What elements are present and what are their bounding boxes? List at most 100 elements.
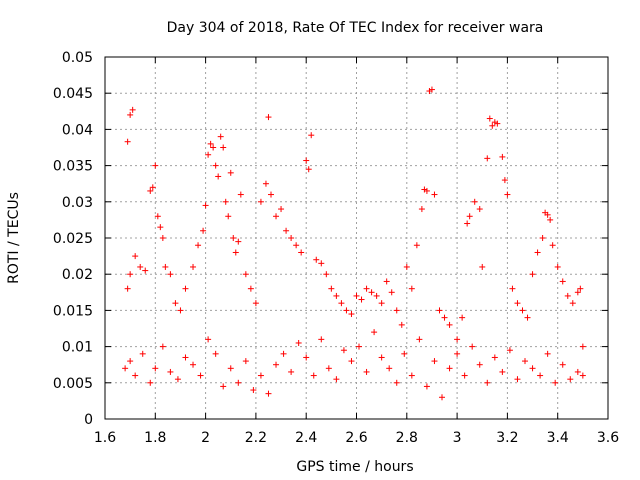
data-point [280, 350, 287, 357]
grid-lines [105, 57, 608, 419]
data-point [358, 296, 365, 303]
data-point [371, 329, 378, 336]
data-point [539, 235, 546, 241]
data-point [265, 390, 272, 397]
data-point [265, 114, 272, 121]
data-point [522, 358, 529, 365]
data-point [127, 111, 134, 118]
data-point [401, 350, 408, 357]
data-point [197, 372, 204, 379]
data-point [122, 365, 129, 372]
data-point [227, 365, 234, 372]
data-point [212, 350, 219, 357]
data-point [509, 285, 516, 292]
y-tick-label: 0.01 [62, 340, 93, 356]
data-point [172, 300, 179, 307]
x-tick-label: 3 [453, 430, 462, 446]
data-point [454, 350, 461, 357]
data-point [579, 343, 586, 350]
data-point [127, 271, 134, 278]
data-point [257, 198, 264, 205]
data-point [313, 256, 320, 263]
data-point [421, 186, 428, 193]
data-point [308, 132, 315, 139]
data-point [491, 354, 498, 361]
data-point [504, 191, 511, 198]
y-tick-label: 0.035 [53, 159, 93, 175]
data-point [446, 365, 453, 372]
data-point [257, 372, 264, 379]
data-point [154, 213, 161, 220]
data-point [356, 343, 363, 350]
data-point [298, 249, 305, 256]
data-point [267, 191, 274, 198]
data-point [303, 354, 310, 361]
chart-title: Day 304 of 2018, Rate Of TEC Index for r… [167, 20, 544, 36]
data-point [393, 379, 400, 386]
y-tick-label: 0 [84, 412, 93, 428]
data-point [343, 307, 350, 314]
data-point [378, 354, 385, 361]
data-point [318, 336, 325, 343]
data-point [554, 263, 561, 270]
data-point [441, 314, 448, 321]
data-point [262, 180, 269, 187]
data-point [333, 292, 340, 299]
data-point [247, 285, 254, 292]
x-tick-label: 3.2 [496, 430, 518, 446]
data-point [242, 358, 249, 365]
data-point [464, 220, 471, 227]
data-point [353, 292, 360, 299]
data-point [288, 235, 295, 241]
data-point [559, 278, 566, 285]
data-point [333, 376, 340, 383]
x-tick-label: 1.8 [144, 430, 166, 446]
data-point [393, 307, 400, 314]
data-point [159, 343, 166, 350]
x-tick-label: 2.4 [295, 430, 317, 446]
data-point [220, 383, 227, 390]
data-point [469, 343, 476, 350]
data-point [363, 368, 370, 375]
data-point [159, 235, 166, 241]
data-point [205, 336, 212, 343]
x-tick-label: 2.2 [245, 430, 267, 446]
data-point [529, 365, 536, 372]
x-tick-label: 3.4 [547, 430, 569, 446]
plot-frame [104, 56, 609, 420]
data-point [534, 249, 541, 256]
data-point [408, 372, 415, 379]
data-point [177, 307, 184, 314]
data-point [273, 361, 280, 368]
data-point [388, 289, 395, 296]
data-point [501, 177, 508, 184]
data-point [338, 300, 345, 307]
data-point [147, 379, 154, 386]
x-tick-label: 2.6 [345, 430, 367, 446]
data-point [499, 153, 506, 160]
data-point [127, 358, 134, 365]
y-tick-label: 0.02 [62, 267, 93, 283]
data-point [310, 372, 317, 379]
data-point [567, 376, 574, 383]
data-point [250, 387, 257, 394]
data-point [398, 321, 405, 328]
data-point [574, 289, 581, 296]
data-point [283, 227, 290, 234]
data-point [418, 206, 425, 213]
data-points [122, 86, 586, 401]
data-point [549, 242, 556, 249]
data-point [202, 202, 209, 209]
data-point [514, 376, 521, 383]
data-point [564, 292, 571, 299]
x-tick-label: 2 [201, 430, 210, 446]
y-axis-label: ROTI / TECUs [6, 192, 22, 284]
data-point [190, 263, 197, 270]
data-point [439, 394, 446, 401]
data-point [232, 249, 239, 256]
data-point [303, 157, 310, 164]
data-point [149, 184, 156, 191]
data-point [479, 263, 486, 270]
data-point [288, 368, 295, 375]
